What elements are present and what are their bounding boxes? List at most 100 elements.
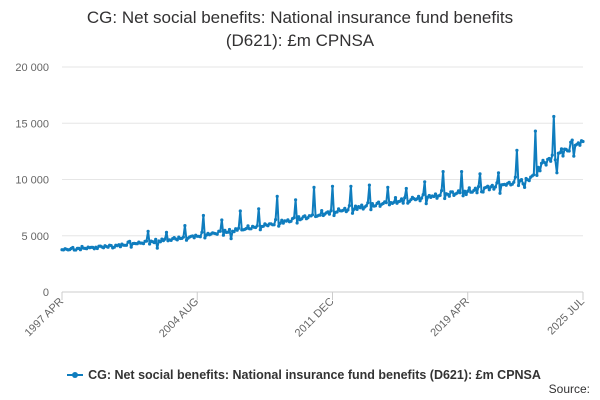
data-point[interactable]	[129, 245, 133, 249]
data-point[interactable]	[403, 196, 407, 200]
data-point[interactable]	[289, 219, 293, 223]
data-point[interactable]	[486, 184, 490, 188]
data-point[interactable]	[221, 233, 225, 237]
data-point[interactable]	[297, 215, 301, 219]
data-point[interactable]	[581, 139, 585, 144]
data-point[interactable]	[192, 236, 196, 240]
data-point[interactable]	[438, 193, 442, 197]
data-point[interactable]	[154, 237, 158, 241]
data-point[interactable]	[198, 235, 202, 239]
data-point[interactable]	[541, 158, 545, 162]
data-point[interactable]	[360, 203, 364, 207]
data-point[interactable]	[495, 181, 499, 185]
data-point[interactable]	[343, 206, 347, 210]
data-point[interactable]	[567, 149, 571, 153]
data-point[interactable]	[409, 198, 413, 202]
data-point[interactable]	[441, 170, 445, 174]
data-point[interactable]	[141, 242, 146, 246]
data-point[interactable]	[332, 213, 336, 218]
data-point[interactable]	[275, 194, 279, 198]
data-point[interactable]	[538, 169, 542, 173]
data-point[interactable]	[550, 153, 554, 157]
data-point[interactable]	[220, 218, 224, 222]
data-point[interactable]	[335, 210, 339, 214]
data-point[interactable]	[146, 229, 150, 233]
data-point[interactable]	[366, 201, 370, 205]
data-point[interactable]	[310, 213, 315, 217]
data-point[interactable]	[535, 173, 539, 177]
data-point[interactable]	[478, 172, 482, 176]
data-point[interactable]	[183, 224, 187, 228]
data-point[interactable]	[572, 154, 576, 158]
data-point[interactable]	[400, 197, 404, 201]
data-point[interactable]	[78, 248, 82, 252]
data-point[interactable]	[95, 246, 99, 251]
data-point[interactable]	[487, 188, 491, 192]
data-point[interactable]	[539, 161, 544, 165]
data-point[interactable]	[496, 171, 501, 175]
data-point[interactable]	[435, 196, 439, 200]
data-point[interactable]	[232, 230, 236, 234]
data-point[interactable]	[280, 218, 284, 222]
data-point[interactable]	[561, 154, 565, 158]
data-point[interactable]	[258, 228, 262, 232]
data-point[interactable]	[443, 196, 447, 201]
data-point[interactable]	[227, 227, 232, 232]
data-point[interactable]	[398, 199, 402, 203]
data-point[interactable]	[200, 230, 204, 234]
data-point[interactable]	[392, 200, 396, 204]
data-point[interactable]	[507, 180, 511, 184]
data-point[interactable]	[475, 191, 479, 195]
data-point[interactable]	[373, 204, 378, 208]
data-point[interactable]	[377, 200, 381, 204]
data-point[interactable]	[558, 151, 562, 155]
data-point[interactable]	[369, 208, 373, 212]
data-point[interactable]	[274, 218, 278, 222]
data-point[interactable]	[464, 192, 468, 197]
data-point[interactable]	[226, 230, 230, 234]
data-point[interactable]	[473, 186, 477, 190]
data-point[interactable]	[255, 224, 259, 228]
data-point[interactable]	[347, 204, 351, 208]
data-point[interactable]	[278, 221, 282, 225]
data-point[interactable]	[124, 243, 129, 247]
data-point[interactable]	[203, 236, 207, 240]
data-point[interactable]	[393, 196, 398, 200]
data-point[interactable]	[118, 245, 122, 249]
data-point[interactable]	[109, 244, 113, 248]
data-point[interactable]	[364, 204, 368, 208]
data-point[interactable]	[578, 143, 582, 147]
data-point[interactable]	[330, 184, 335, 188]
data-point[interactable]	[553, 158, 557, 162]
data-point[interactable]	[536, 165, 541, 169]
data-point[interactable]	[246, 224, 250, 228]
data-point[interactable]	[152, 241, 156, 245]
data-point[interactable]	[292, 216, 296, 220]
data-point[interactable]	[544, 163, 548, 167]
data-point[interactable]	[498, 191, 502, 195]
data-point[interactable]	[384, 201, 388, 205]
data-point[interactable]	[447, 194, 451, 198]
data-point[interactable]	[238, 209, 242, 213]
data-point[interactable]	[467, 186, 471, 190]
data-point[interactable]	[424, 202, 428, 206]
series-line[interactable]	[61, 115, 584, 251]
data-point[interactable]	[244, 226, 248, 231]
data-point[interactable]	[460, 170, 464, 174]
data-point[interactable]	[458, 191, 462, 195]
data-point[interactable]	[466, 189, 470, 193]
data-point[interactable]	[237, 226, 241, 230]
data-point[interactable]	[358, 206, 362, 210]
data-point[interactable]	[281, 221, 285, 225]
data-point[interactable]	[367, 183, 371, 187]
data-point[interactable]	[349, 184, 353, 188]
data-point[interactable]	[164, 230, 169, 234]
data-point[interactable]	[463, 189, 467, 193]
data-point[interactable]	[295, 221, 299, 225]
data-point[interactable]	[476, 185, 481, 189]
data-point[interactable]	[218, 229, 222, 233]
data-point[interactable]	[547, 156, 551, 161]
data-point[interactable]	[404, 186, 408, 191]
data-point[interactable]	[257, 207, 261, 211]
data-point[interactable]	[493, 185, 497, 189]
